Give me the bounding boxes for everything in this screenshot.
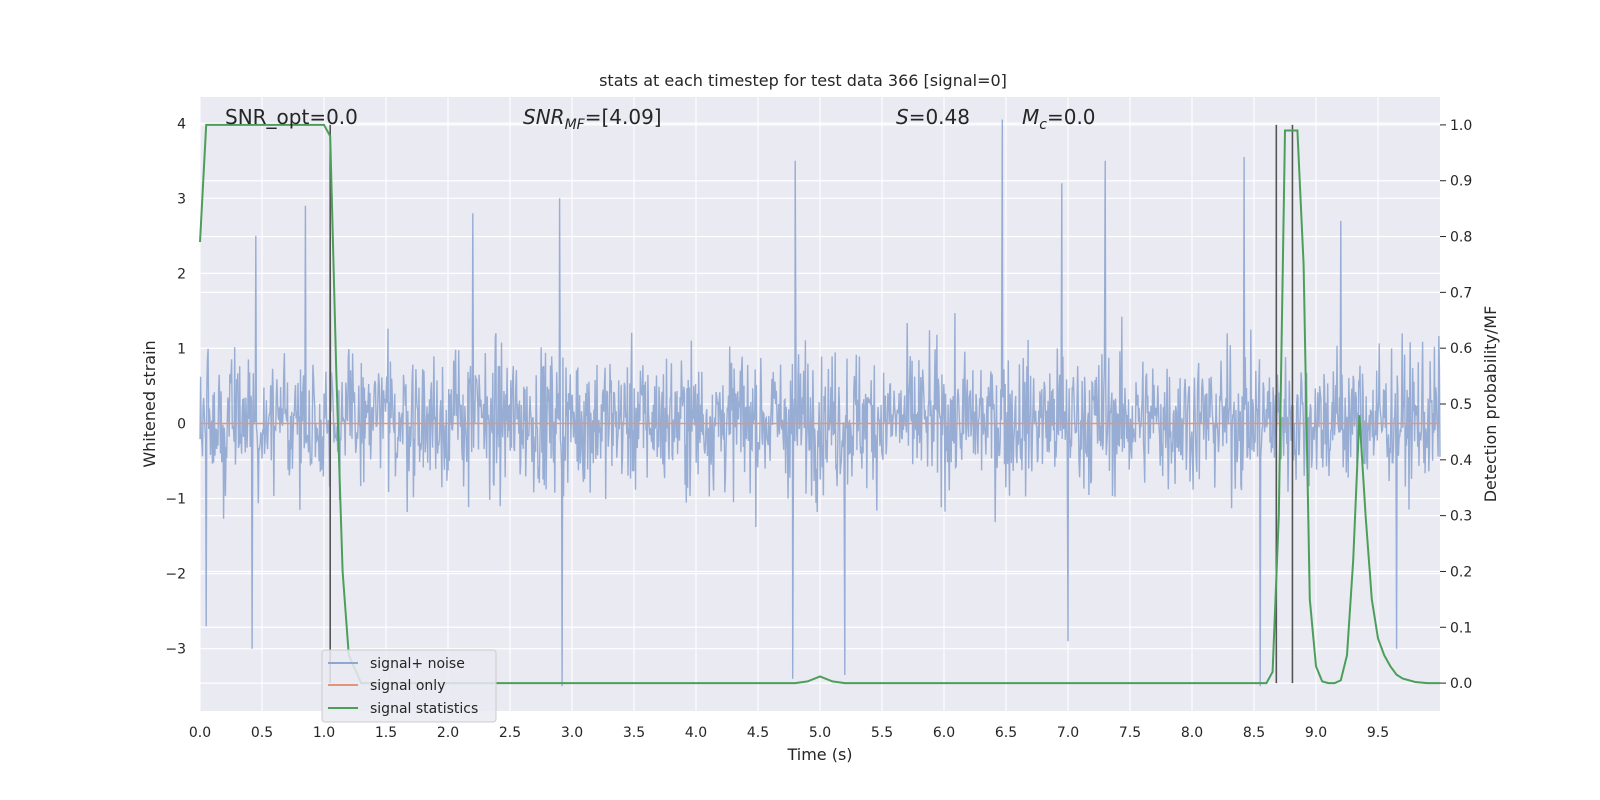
y-tick-label-right: 0.5 [1450, 397, 1472, 413]
y-tick-label-right: 0.8 [1450, 230, 1472, 246]
x-tick-label: 5.0 [809, 725, 831, 741]
y-tick-label-left: 3 [177, 191, 186, 207]
series-signal-statistics-line [199, 123, 1440, 685]
annotation-snr-mf: SNRMF=[4.09] [523, 105, 662, 133]
annotation-snr-opt: SNR_opt=0.0 [225, 105, 358, 129]
signal-plus-noise-series [199, 119, 1441, 687]
y-tick-label-right: 0.6 [1450, 341, 1472, 357]
signal-statistics-series [199, 123, 1440, 685]
y-tick-label-left: 1 [177, 341, 186, 357]
x-tick-label: 9.5 [1367, 725, 1389, 741]
y-axis-right-label: Detection probability/MF [1481, 306, 1500, 503]
x-tick-label: 2.5 [499, 725, 521, 741]
x-tick-label: 8.5 [1243, 725, 1265, 741]
grid-lines [199, 97, 1440, 711]
x-tick-label: 6.0 [933, 725, 955, 741]
y-axis-left-ticks: 4 3 2 1 0 −1 −2 −3 [165, 116, 186, 657]
chart-title: stats at each timestep for test data 366… [599, 71, 1007, 90]
y-axis-right-ticks: 1.0 0.9 0.8 0.7 0.6 0.5 0.4 0.3 0.2 0.1 0.0 [1440, 118, 1472, 692]
x-tick-label: 6.5 [995, 725, 1017, 741]
x-tick-label: 1.0 [313, 725, 335, 741]
x-tick-label: 2.0 [437, 725, 459, 741]
y-tick-label-right: 0.9 [1450, 174, 1472, 190]
x-tick-label: 4.0 [685, 725, 707, 741]
y-tick-label-left: −1 [165, 492, 186, 508]
y-tick-label-right: 1.0 [1450, 118, 1472, 134]
x-tick-label: 8.0 [1181, 725, 1203, 741]
y-tick-label-right: 0.3 [1450, 509, 1472, 525]
legend-box [321, 649, 497, 723]
y-tick-label-left: −2 [165, 567, 186, 583]
x-tick-label: 0.5 [251, 725, 273, 741]
series-signal-noise-line [199, 119, 1441, 687]
x-tick-label: 4.5 [747, 725, 769, 741]
y-tick-label-left: 4 [177, 116, 186, 132]
y-tick-label-left: 0 [177, 417, 186, 433]
x-tick-label: 7.0 [1057, 725, 1079, 741]
y-tick-label-right: 0.1 [1450, 620, 1472, 636]
annotation-s: S=0.48 [896, 105, 970, 129]
legend-label-signal-statistics: signal statistics [370, 701, 478, 717]
x-tick-label: 3.0 [561, 725, 583, 741]
x-tick-label: 9.0 [1305, 725, 1327, 741]
x-tick-label: 7.5 [1119, 725, 1141, 741]
x-axis-ticks: 0.0 0.5 1.0 1.5 2.0 2.5 3.0 3.5 4.0 4.5 5.0 5.5 6.0 6… [189, 725, 1389, 741]
legend-label-signal-only: signal only [370, 678, 445, 694]
x-tick-label: 0.0 [189, 725, 211, 741]
annotation-mc: Mc=0.0 [1022, 105, 1096, 133]
x-tick-label: 3.5 [623, 725, 645, 741]
y-tick-label-right: 0.7 [1450, 285, 1472, 301]
y-tick-label-left: −3 [165, 642, 186, 658]
y-tick-label-right: 0.2 [1450, 564, 1472, 580]
x-axis-label: Time (s) [786, 745, 852, 764]
y-tick-label-right: 0.0 [1450, 676, 1472, 692]
x-tick-label: 5.5 [871, 725, 893, 741]
legend-label-signal-noise: signal+ noise [370, 656, 465, 672]
y-tick-label-left: 2 [177, 266, 186, 282]
x-tick-label: 1.5 [375, 725, 397, 741]
y-axis-left-label: Whitened strain [140, 340, 159, 467]
legend: signal+ noise signal only signal statist… [321, 649, 497, 723]
y-tick-label-right: 0.4 [1450, 453, 1472, 469]
